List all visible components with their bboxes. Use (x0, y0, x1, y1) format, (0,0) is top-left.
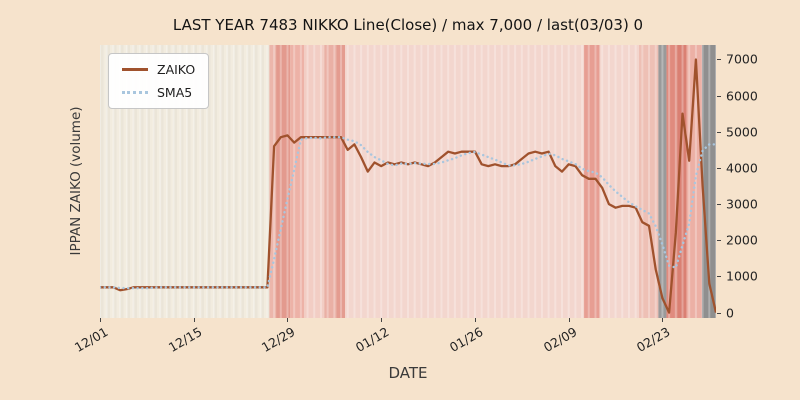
legend-item-sma5: SMA5 (122, 85, 195, 100)
y-tick-mark (717, 95, 721, 97)
y-tick-label: 6000 (726, 88, 758, 104)
background-band (666, 45, 678, 318)
x-axis-label: DATE (388, 364, 428, 382)
background-band (584, 45, 600, 318)
y-tick-mark (717, 131, 721, 133)
chart-title: LAST YEAR 7483 NIKKO Line(Close) / max 7… (172, 16, 644, 34)
sma5-line (100, 135, 716, 290)
y-tick-label: 2000 (726, 232, 758, 248)
x-tick-label-text: 02/23 (634, 324, 673, 356)
legend-label-zaiko: ZAIKO (157, 62, 196, 77)
legend: ZAIKO SMA5 (108, 53, 210, 109)
legend-label-sma5: SMA5 (157, 85, 193, 100)
background-band (276, 45, 291, 318)
x-tick-mark (193, 318, 195, 322)
x-tick-mark (381, 318, 383, 322)
y-tick-label: 0 (726, 305, 734, 321)
sma5-line-sample-icon (122, 91, 148, 94)
x-tick-mark (100, 318, 101, 322)
background-band (336, 45, 346, 318)
y-tick-label: 5000 (726, 124, 758, 140)
x-tick-label-text: 12/01 (71, 324, 111, 356)
y-tick-mark (717, 59, 721, 61)
day-stripes (100, 45, 716, 318)
background-band (701, 45, 716, 318)
x-tick-label-text: 01/12 (352, 324, 392, 356)
y-tick-mark (717, 204, 721, 206)
background-band (599, 45, 639, 318)
x-tick-label-text: 12/29 (259, 324, 298, 356)
x-tick-mark (287, 318, 289, 322)
zaiko-line-sample-icon (122, 68, 148, 71)
y-tick-label: 3000 (726, 196, 758, 212)
y-tick-label: 7000 (726, 51, 758, 67)
x-tick-mark (662, 318, 664, 322)
x-tick-label-text: 02/09 (540, 324, 580, 356)
background-band (290, 45, 305, 318)
x-tick-mark (568, 318, 570, 322)
x-tick-label-text: 01/26 (446, 324, 486, 356)
y-axis-label: IPPAN ZAIKO (volume) (68, 106, 84, 256)
x-tick-mark (474, 318, 476, 322)
plot-area (100, 45, 716, 318)
background-band (658, 45, 667, 318)
legend-item-zaiko: ZAIKO (122, 62, 195, 77)
y-tick-label: 1000 (726, 268, 758, 284)
y-tick-mark (717, 276, 721, 278)
x-tick-label-text: 12/15 (165, 324, 205, 356)
background-band (345, 45, 585, 318)
y-tick-mark (717, 167, 721, 169)
background-band (304, 45, 325, 318)
background-band (677, 45, 687, 318)
chart-canvas (100, 45, 716, 318)
y-tick-mark (717, 240, 721, 242)
background-bands (269, 45, 716, 318)
y-tick-mark (717, 312, 721, 314)
y-tick-label: 4000 (726, 160, 758, 176)
background-band (324, 45, 337, 318)
